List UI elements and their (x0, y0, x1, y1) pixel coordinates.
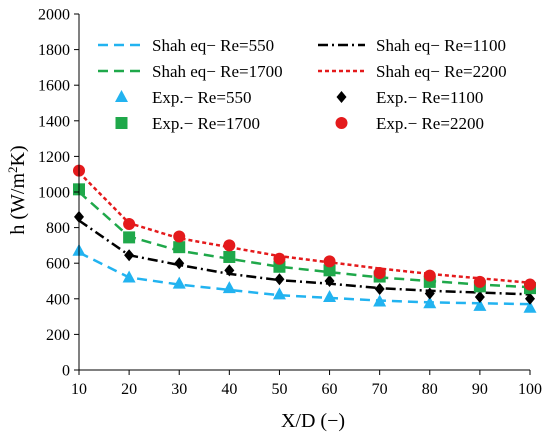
y-axis-title-sup: 2 (5, 166, 20, 173)
legend-label-exp-re-1100: Exp.− Re=1100 (376, 88, 483, 107)
y-tick-label-1200: 1200 (38, 149, 70, 166)
data-point-exp-re-2200-50 (273, 252, 286, 265)
x-tick-label-90: 90 (472, 381, 488, 398)
legend-label-exp-re-2200: Exp.− Re=2200 (376, 114, 484, 133)
series-line-shah-eq-re-2200 (78, 171, 531, 285)
data-point-exp-re-2200-30 (173, 230, 186, 243)
data-point-exp-re-1100-40 (224, 264, 235, 277)
data-point-exp-re-550-20 (122, 270, 136, 283)
data-point-exp-re-2200-70 (373, 266, 386, 279)
data-point-exp-re-1100-50 (274, 273, 285, 286)
x-tick-label-10: 10 (71, 381, 87, 398)
data-point-exp-re-2200-90 (473, 275, 486, 288)
series-line-shah-eq-re-1100 (78, 219, 531, 296)
data-point-exp-re-1700-20 (123, 231, 136, 244)
data-point-exp-re-550-60 (323, 290, 337, 303)
x-tick-label-70: 70 (372, 381, 388, 398)
data-point-exp-re-550-70 (373, 294, 387, 307)
y-tick-label-600: 600 (46, 256, 70, 273)
legend-label-exp-re-550: Exp.− Re=550 (152, 88, 251, 107)
y-axis-title: h (W/m2K) (5, 145, 29, 234)
series-line-shah-eq-re-1700 (78, 191, 531, 289)
y-tick-label-2000: 2000 (38, 7, 70, 24)
data-point-exp-re-2200-80 (423, 269, 436, 282)
data-point-exp-re-550-30 (172, 276, 186, 289)
data-point-exp-re-550-80 (423, 296, 437, 309)
data-point-exp-re-1700-60 (323, 264, 336, 277)
data-point-exp-re-1700-30 (173, 241, 186, 254)
legend-label-shah-eq-re-1100: Shah eq− Re=1100 (376, 36, 506, 55)
y-tick-label-0: 0 (62, 363, 70, 380)
x-tick-label-80: 80 (422, 381, 438, 398)
x-tick-label-50: 50 (271, 381, 287, 398)
legend-swatch-exp-re-1100 (336, 91, 347, 103)
data-point-exp-re-1100-100 (525, 292, 535, 305)
legend-swatch-exp-re-1700 (115, 117, 128, 129)
data-point-exp-re-1100-90 (474, 291, 485, 304)
y-axis-title-main: h (W/m (7, 173, 29, 235)
x-tick-label-100: 100 (518, 381, 542, 398)
y-tick-label-200: 200 (46, 327, 70, 344)
y-tick-label-400: 400 (46, 291, 70, 308)
legend-label-shah-eq-re-550: Shah eq− Re=550 (152, 36, 274, 55)
data-point-exp-re-2200-100 (524, 278, 536, 291)
y-tick-label-1600: 1600 (38, 78, 70, 95)
y-axis-title-end: K) (7, 145, 29, 166)
x-tick-label-20: 20 (121, 381, 137, 398)
legend: Shah eq− Re=550 Shah eq− Re=1100 Shah eq− … (98, 36, 507, 133)
legend-label-exp-re-1700: Exp.− Re=1700 (152, 114, 260, 133)
data-point-exp-re-2200-60 (323, 255, 336, 268)
y-tick-label-1800: 1800 (38, 42, 70, 59)
legend-swatch-exp-re-2200 (335, 117, 348, 129)
data-point-exp-re-2200-40 (223, 239, 236, 252)
data-point-exp-re-550-50 (272, 287, 286, 300)
x-axis-title: X/D (−) (281, 410, 345, 432)
y-tick-label-800: 800 (46, 220, 70, 237)
x-tick-label-40: 40 (221, 381, 237, 398)
legend-label-shah-eq-re-2200: Shah eq− Re=2200 (376, 62, 507, 81)
data-point-exp-re-1100-80 (424, 287, 435, 300)
series-line-shah-eq-re-550 (78, 251, 531, 306)
data-point-exp-re-1100-30 (174, 257, 185, 270)
y-tick-label-1400: 1400 (38, 113, 70, 130)
data-point-exp-re-1100-20 (124, 249, 135, 262)
y-tick-label-1000: 1000 (38, 185, 70, 202)
x-tick-label-30: 30 (171, 381, 187, 398)
data-point-exp-re-550-40 (222, 281, 236, 294)
data-point-exp-re-1100-70 (374, 283, 385, 296)
ticks: 0 200 400 600 800 1000 1200 1400 1600 1800 2000 10 2… (38, 7, 542, 399)
data-point-exp-re-550-90 (473, 298, 487, 311)
data-point-exp-re-1700-40 (223, 250, 236, 263)
data-point-exp-re-550-100 (523, 300, 537, 313)
data-point-exp-re-2200-20 (123, 218, 136, 231)
legend-swatch-exp-re-550 (115, 90, 128, 102)
plot-marks (72, 164, 537, 313)
data-point-exp-re-1100-60 (324, 275, 335, 287)
x-tick-label-60: 60 (322, 381, 338, 398)
legend-label-shah-eq-re-1700: Shah eq− Re=1700 (152, 62, 283, 81)
